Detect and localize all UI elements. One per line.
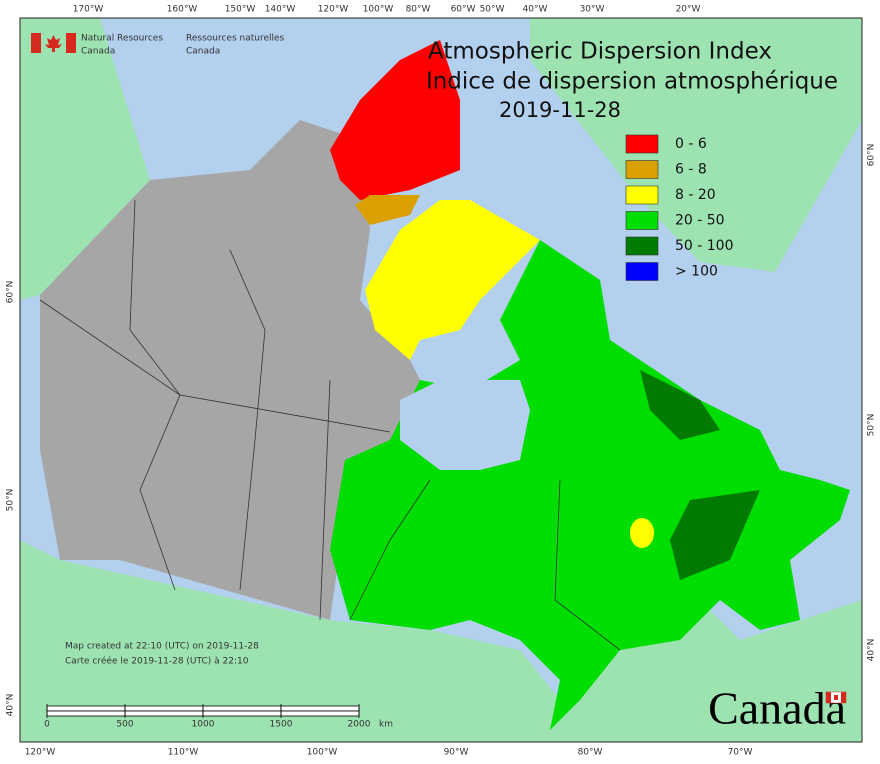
alaska xyxy=(20,18,150,300)
graticule-label: 120°W xyxy=(25,748,56,758)
graticule-label: 110°W xyxy=(168,748,199,758)
index-region xyxy=(330,240,850,730)
legend-swatch xyxy=(625,160,659,179)
agency-text: Canada xyxy=(186,47,220,57)
scale-bar-segment xyxy=(46,705,126,712)
scale-unit: km xyxy=(379,720,393,730)
scale-label: 1500 xyxy=(270,720,293,730)
wordmark: Canada xyxy=(708,683,846,734)
graticule-label: 160°W xyxy=(167,5,198,15)
graticule-label: 60°N xyxy=(6,281,16,304)
title: Atmospheric Dispersion Index xyxy=(428,39,772,65)
scale-label: 1000 xyxy=(192,720,215,730)
scale-bar-segment xyxy=(46,710,126,717)
united-states xyxy=(20,540,862,742)
legend-swatch xyxy=(625,262,659,281)
legend-swatch xyxy=(625,236,659,256)
graticule-label: 100°W xyxy=(363,5,394,15)
footer-text: Map created at 22:10 (UTC) on 2019-11-28 xyxy=(65,642,259,652)
legend-label: 8 - 20 xyxy=(675,187,716,203)
scale-bar-segment xyxy=(280,710,360,717)
title: Indice de dispersion atmosphérique xyxy=(426,69,838,95)
graticule-label: 60°N xyxy=(867,144,877,167)
legend-label: 0 - 6 xyxy=(675,136,707,152)
legend-label: 20 - 50 xyxy=(675,213,725,229)
index-region xyxy=(640,370,720,440)
graticule-label: 40°N xyxy=(6,694,16,717)
footer-text: Carte créée le 2019-11-28 (UTC) à 22:10 xyxy=(65,656,249,667)
graticule-label: 40°N xyxy=(867,639,877,662)
legend-label: 50 - 100 xyxy=(675,238,734,254)
index-region xyxy=(365,200,540,360)
graticule-label: 140°W xyxy=(265,5,296,15)
graticule-label: 60°W xyxy=(451,5,476,15)
graticule-label: 40°W xyxy=(523,5,548,15)
graticule-label: 120°W xyxy=(318,5,349,15)
scale-label: 500 xyxy=(116,720,133,730)
frame xyxy=(19,17,863,743)
index-region xyxy=(330,40,460,200)
agency-text: Natural Resources xyxy=(81,34,163,44)
legend-label: > 100 xyxy=(675,264,718,280)
graticule-label: 50°N xyxy=(867,414,877,437)
scale-bar-segment xyxy=(124,710,204,717)
graticule-label: 20°W xyxy=(676,5,701,15)
borders xyxy=(39,199,621,651)
graticule-label: 80°W xyxy=(578,748,603,758)
graticule-label: 30°W xyxy=(580,5,605,15)
index-region xyxy=(355,195,420,225)
index-region xyxy=(670,490,760,580)
greenland xyxy=(530,18,862,272)
graticule-label: 70°W xyxy=(728,748,753,758)
graticule-label: 80°W xyxy=(406,5,431,15)
flag xyxy=(31,33,76,53)
graticule-label: 90°W xyxy=(444,748,469,758)
agency-text: Canada xyxy=(81,47,115,57)
index-region xyxy=(630,518,654,548)
graticule-label: 100°W xyxy=(307,748,338,758)
scale-bar-segment xyxy=(280,705,360,712)
legend-swatch xyxy=(625,134,659,154)
graticule-label: 50°N xyxy=(6,489,16,512)
graticule-label: 50°W xyxy=(480,5,505,15)
scale-label: 2000 xyxy=(348,720,371,730)
scale-bar-segment xyxy=(202,710,282,717)
graticule-label: 170°W xyxy=(73,5,104,15)
scale-bar-segment xyxy=(202,705,282,712)
scale-label: 0 xyxy=(44,720,50,730)
legend-label: 6 - 8 xyxy=(675,162,707,178)
legend-swatch xyxy=(625,185,659,205)
agency-text: Ressources naturelles xyxy=(186,34,285,44)
legend-swatch xyxy=(625,211,659,230)
date: 2019-11-28 xyxy=(499,98,621,122)
graticule-label: 150°W xyxy=(225,5,256,15)
wordmark-flag xyxy=(825,691,847,704)
hudson-bay xyxy=(400,380,530,470)
scale-bar-segment xyxy=(124,705,204,712)
